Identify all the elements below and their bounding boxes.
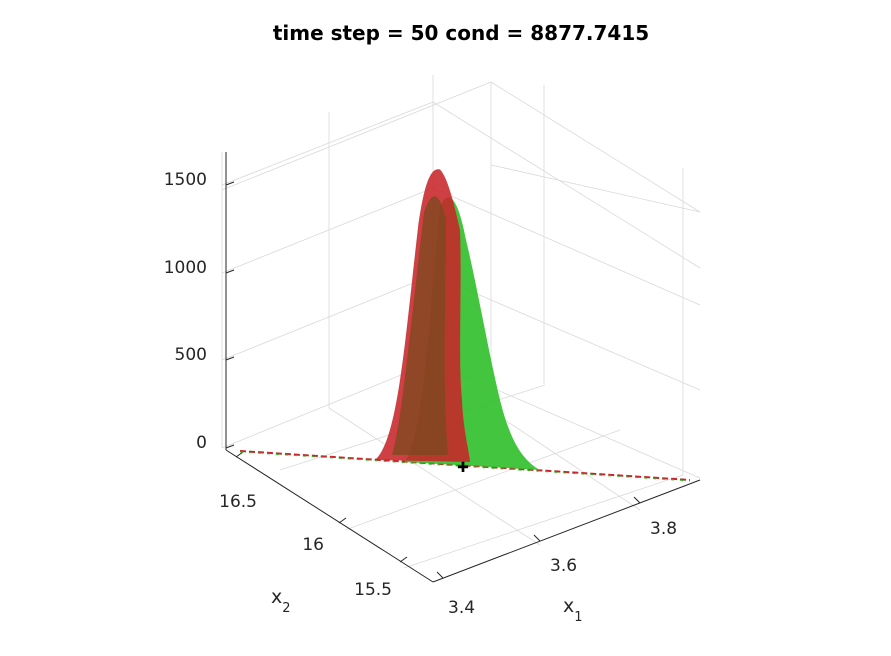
x-axis-label-sub: 1 [574, 610, 582, 625]
surface-group: ✚ [239, 169, 691, 482]
point-marker: ✚ [457, 460, 469, 476]
surface-overlap [392, 196, 448, 455]
x-tick-label: 3.4 [448, 598, 475, 618]
y-tick-labels: 16.5 16 15.5 [219, 492, 392, 600]
z-tick-label: 500 [175, 345, 207, 365]
z-tick-labels: 1500 1000 500 0 [164, 170, 207, 453]
x-tick-label: 3.8 [650, 519, 677, 539]
chart-title: time step = 50 cond = 8877.7415 [273, 21, 649, 45]
floor-slice-green [239, 451, 691, 482]
y-axis-label: x2 [271, 586, 291, 616]
grid-lines [221, 75, 701, 569]
x-axis-label-main: x [563, 595, 574, 617]
y-tick-label: 16.5 [219, 492, 257, 512]
y-axis-label-main: x [271, 586, 282, 608]
y-tick-label: 15.5 [354, 580, 392, 600]
z-tick-label: 1000 [164, 258, 207, 278]
z-tick-label: 1500 [164, 170, 207, 190]
z-tick-label: 0 [196, 433, 207, 453]
x-tick-label: 3.6 [550, 556, 577, 576]
x-axis-label: x1 [563, 595, 583, 625]
y-tick-label: 16 [302, 535, 324, 555]
x-tick-labels: 3.4 3.6 3.8 [448, 519, 677, 618]
y-axis-label-sub: 2 [282, 601, 290, 616]
axes [225, 152, 701, 583]
